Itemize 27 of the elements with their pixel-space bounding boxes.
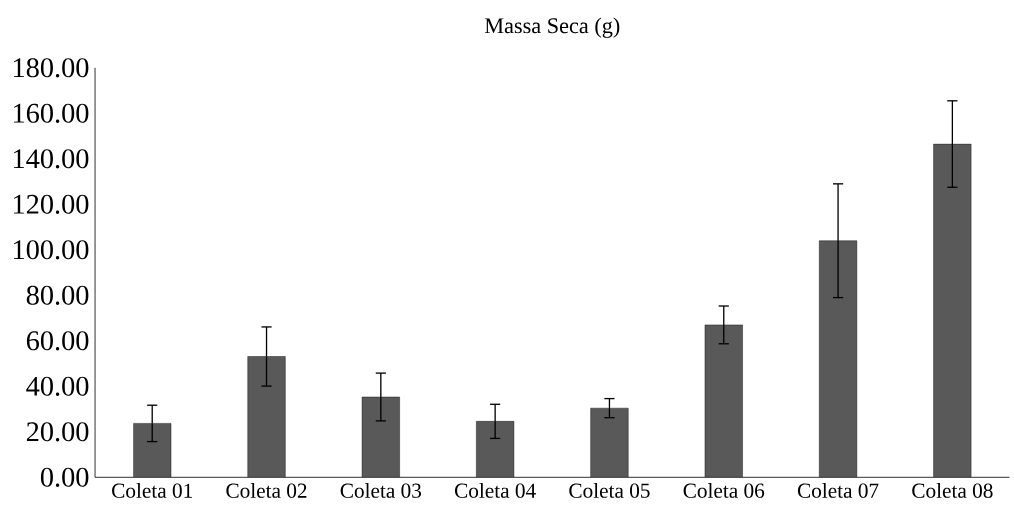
x-tick-label: Coleta 03 <box>340 482 422 498</box>
bar <box>933 143 972 478</box>
y-tick-label: 180.00 <box>14 58 89 78</box>
bar <box>590 407 629 478</box>
y-tick-label: 80.00 <box>26 285 89 305</box>
x-tick-label: Coleta 01 <box>112 482 192 498</box>
y-tick-label: 100.00 <box>14 240 89 260</box>
y-tick-label: 20.00 <box>26 422 89 442</box>
x-tick-label: Coleta 02 <box>226 482 307 498</box>
y-tick-label: 120.00 <box>14 194 89 214</box>
x-tick-label: Coleta 04 <box>454 482 536 498</box>
bar <box>819 240 858 478</box>
bar <box>133 423 172 478</box>
y-tick-label: 0.00 <box>40 467 89 487</box>
x-tick-label: Coleta 05 <box>569 482 650 498</box>
bar <box>361 396 400 478</box>
bar <box>704 324 743 478</box>
x-tick-label: Coleta 07 <box>797 482 879 498</box>
y-tick-label: 40.00 <box>26 376 89 396</box>
x-tick-label: Coleta 08 <box>912 482 993 498</box>
y-tick-label: 60.00 <box>26 331 89 351</box>
bar <box>247 356 286 478</box>
x-tick-label: Coleta 06 <box>683 482 765 498</box>
chart-title: Massa Seca (g) <box>484 17 620 38</box>
y-tick-label: 140.00 <box>14 149 89 169</box>
y-tick-label: 160.00 <box>14 103 89 123</box>
bar <box>476 420 515 478</box>
